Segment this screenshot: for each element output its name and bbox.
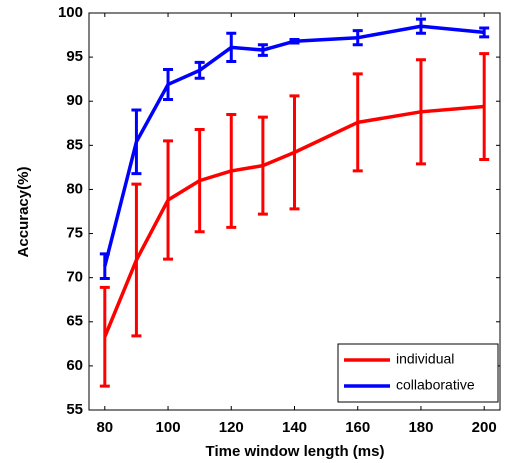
error-bar [289,94,300,211]
error-bar [99,285,110,388]
y-tick-label: 95 [66,48,83,65]
y-tick-label: 70 [66,269,83,286]
error-bar [415,58,426,166]
error-bar [163,67,174,101]
x-tick-label: 140 [282,419,307,436]
error-bar [257,43,268,57]
y-tick-label: 90 [66,92,83,109]
y-axis-label: Accuracy(%) [15,167,32,258]
error-bar [131,182,142,338]
x-tick-label: 80 [96,419,113,436]
error-bar [194,127,205,234]
y-tick-label: 100 [58,4,83,21]
error-bar [226,31,237,64]
error-bar [131,108,142,176]
line [103,24,485,267]
error-bar [257,115,268,216]
error-bar [99,252,110,281]
x-tick-label: 100 [156,419,181,436]
error-bar [289,37,300,45]
error-bar [415,17,426,35]
error-bar [479,26,490,39]
y-tick-label: 55 [66,401,83,418]
legend-label: collaborative [396,377,475,393]
error-bar [194,60,205,80]
legend-label: individual [396,351,454,367]
y-tick-label: 80 [66,180,83,197]
error-bar [352,72,363,173]
y-tick-label: 75 [66,225,83,242]
y-tick-label: 60 [66,357,83,374]
y-tick-label: 65 [66,313,83,330]
error-bar [479,52,490,161]
x-axis-label: Time window length (ms) [206,443,385,460]
error-bar [352,29,363,47]
x-tick-label: 200 [472,419,497,436]
error-bar [226,112,237,229]
error-bar [163,139,174,261]
line [103,104,485,338]
x-tick-label: 160 [345,419,370,436]
x-tick-label: 180 [408,419,433,436]
legend-box [337,343,499,403]
y-tick-label: 85 [66,136,83,153]
x-tick-label: 120 [219,419,244,436]
